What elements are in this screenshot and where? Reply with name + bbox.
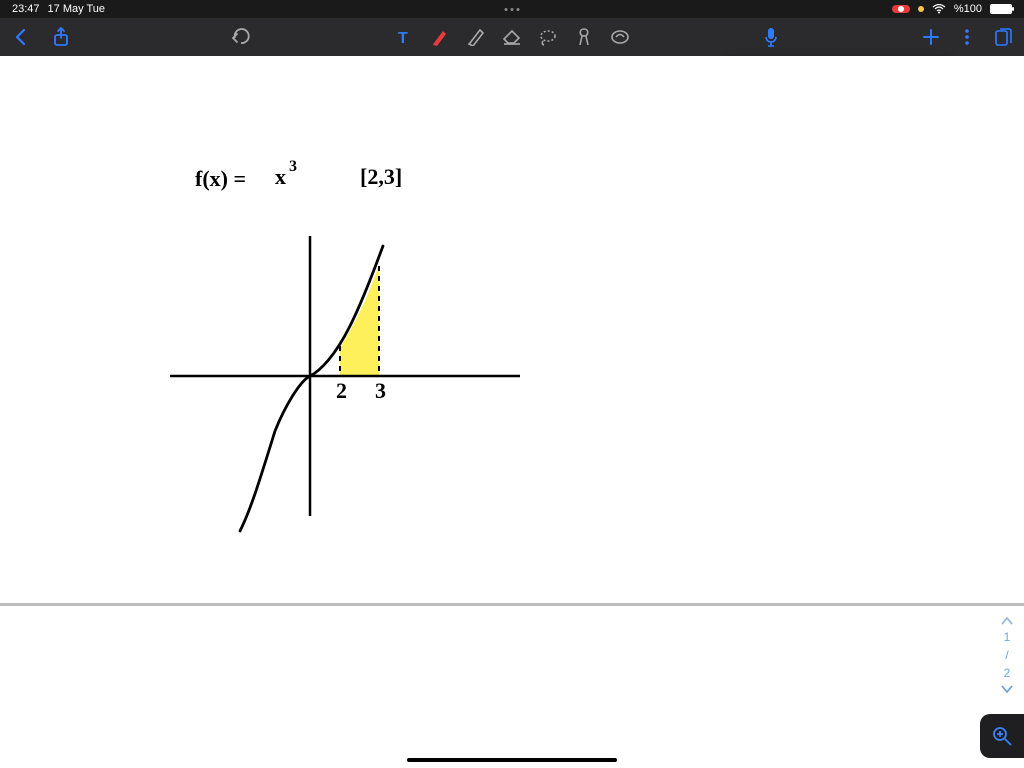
tool-picker: T — [393, 26, 631, 48]
battery-icon — [990, 4, 1012, 14]
status-right: %100 — [892, 3, 1012, 15]
status-bar: 23:47 17 May Tue %100 — [0, 0, 1024, 18]
screen-record-badge[interactable] — [892, 5, 910, 13]
tick-label-2: 2 — [336, 378, 347, 403]
clock: 23:47 — [12, 3, 40, 15]
eraser-tool[interactable] — [501, 26, 523, 48]
page-down-icon[interactable] — [1000, 684, 1014, 694]
total-pages: 2 — [1004, 666, 1011, 680]
wifi-icon — [918, 6, 924, 12]
mic-button[interactable] — [760, 26, 782, 48]
stamp-tool[interactable] — [609, 26, 631, 48]
fn-base: x — [275, 164, 286, 189]
date: 17 May Tue — [48, 3, 105, 15]
fn-exp: 3 — [289, 158, 297, 175]
shape-tool[interactable] — [573, 26, 595, 48]
zoom-button[interactable] — [980, 714, 1024, 758]
wifi-signal-icon — [932, 4, 946, 14]
undo-button[interactable] — [230, 26, 252, 48]
fn-label: f(x) = — [195, 166, 246, 191]
text-tool[interactable]: T — [393, 26, 415, 48]
more-button[interactable] — [956, 26, 978, 48]
pen-tool[interactable] — [429, 26, 451, 48]
app-toolbar: T — [0, 18, 1024, 56]
canvas-area[interactable]: f(x) = x 3 [2,3] 2 3 1 / 2 — [0, 56, 1024, 768]
page-up-icon[interactable] — [1000, 616, 1014, 626]
home-indicator[interactable] — [407, 758, 617, 762]
add-button[interactable] — [920, 26, 942, 48]
battery-pct: %100 — [954, 3, 982, 15]
svg-text:T: T — [398, 30, 408, 46]
status-left: 23:47 17 May Tue — [12, 3, 105, 15]
page-1[interactable]: f(x) = x 3 [2,3] 2 3 — [0, 56, 1024, 606]
brush-tool[interactable] — [465, 26, 487, 48]
page-navigator: 1 / 2 — [1000, 616, 1014, 694]
shaded-region — [340, 265, 379, 376]
lasso-tool[interactable] — [537, 26, 559, 48]
multitask-dots[interactable] — [505, 8, 520, 11]
cubic-curve — [240, 246, 383, 531]
interval-label: [2,3] — [360, 164, 402, 189]
share-button[interactable] — [50, 26, 72, 48]
pages-button[interactable] — [992, 26, 1014, 48]
tick-label-3: 3 — [375, 378, 386, 403]
page-slash: / — [1005, 648, 1008, 662]
back-button[interactable] — [10, 26, 32, 48]
drawing-svg: f(x) = x 3 [2,3] 2 3 — [0, 56, 1024, 606]
current-page: 1 — [1004, 630, 1011, 644]
